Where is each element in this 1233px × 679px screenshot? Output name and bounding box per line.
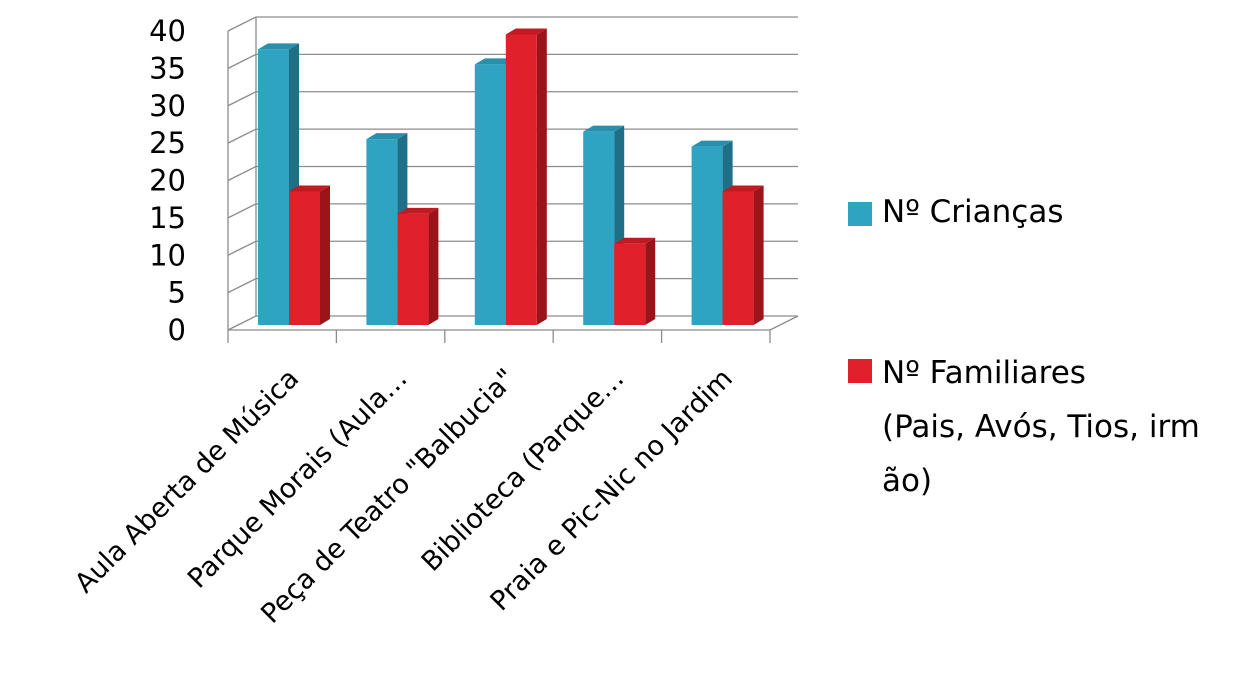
- bar-side: [753, 185, 764, 325]
- x-tick-label: Parque Morais (Aula…: [182, 363, 414, 595]
- legend-label-familiares-line3: ão): [882, 463, 933, 499]
- bar-top: [583, 125, 625, 132]
- bar-top: [289, 185, 330, 192]
- bar-side: [645, 237, 656, 325]
- y-tick-label: 10: [149, 238, 186, 272]
- bar-side: [536, 28, 547, 325]
- gridline-side: [227, 278, 257, 294]
- bar-top: [691, 140, 733, 147]
- bars: [258, 28, 764, 326]
- bar: [258, 49, 289, 326]
- legend-swatch-familiares: [848, 359, 872, 383]
- gridline-side: [227, 240, 257, 256]
- y-tick-label: 15: [149, 201, 186, 235]
- gridline-side: [227, 128, 257, 144]
- bar: [474, 64, 506, 325]
- legend-item-familiares: Nº Familiares (Pais, Avós, Tios, irm ão): [848, 346, 1228, 499]
- bar-side: [428, 207, 439, 325]
- x-tick-label: Aula Aberta de Música: [69, 363, 305, 599]
- bar: [505, 34, 537, 325]
- axes: [227, 17, 799, 343]
- legend-label-familiares: Nº Familiares (Pais, Avós, Tios, irm ão): [882, 346, 1200, 508]
- gridline-side: [227, 165, 257, 182]
- legend-label-criancas: Nº Crianças: [882, 194, 1064, 230]
- y-tick-label: 25: [149, 126, 186, 160]
- y-tick-label: 30: [149, 89, 186, 123]
- legend-label-familiares-line1: Nº Familiares: [882, 355, 1086, 391]
- y-tick-label: 35: [149, 51, 186, 85]
- bar-top: [397, 207, 439, 214]
- bar: [366, 139, 398, 325]
- y-tick-label: 20: [149, 164, 186, 198]
- gridline-side: [227, 203, 257, 219]
- gridline-side: [227, 91, 257, 107]
- gridline-side: [227, 315, 257, 331]
- bar-top: [258, 43, 299, 50]
- y-tick-label: 40: [149, 14, 186, 48]
- bar-top: [722, 185, 764, 192]
- bar: [583, 131, 615, 325]
- legend-label-familiares-line2: (Pais, Avós, Tios, irm: [882, 409, 1200, 445]
- gridline-side: [227, 16, 257, 32]
- bar-top: [366, 133, 408, 140]
- bar-side: [320, 185, 330, 325]
- legend-item-criancas: Nº Crianças: [848, 189, 1228, 235]
- bar: [722, 191, 754, 325]
- bar: [397, 213, 429, 325]
- bar: [289, 191, 320, 325]
- bar: [614, 243, 646, 325]
- bar-top: [505, 28, 547, 35]
- floor-right-edge: [769, 315, 799, 331]
- legend-swatch-criancas: [848, 202, 872, 226]
- bar-top: [474, 58, 516, 65]
- gridline-side: [227, 53, 257, 69]
- bar-top: [614, 237, 656, 244]
- x-tick-label: Biblioteca (Parque…: [416, 363, 631, 578]
- bar: [691, 146, 723, 325]
- y-tick-label: 5: [168, 276, 186, 310]
- y-tick-label: 0: [168, 313, 186, 347]
